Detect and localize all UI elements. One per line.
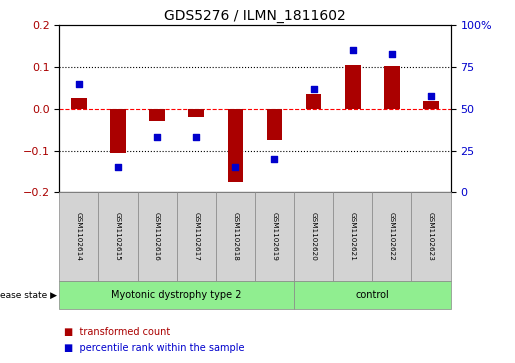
Bar	[423, 101, 439, 109]
Bar	[228, 109, 243, 182]
Point	[349, 48, 357, 53]
Text: GSM1102619: GSM1102619	[271, 212, 278, 261]
Bar	[384, 66, 400, 109]
Text: GSM1102617: GSM1102617	[193, 212, 199, 261]
Bar	[71, 98, 87, 109]
Text: ■  transformed count: ■ transformed count	[64, 327, 170, 337]
Text: Myotonic dystrophy type 2: Myotonic dystrophy type 2	[111, 290, 242, 300]
Bar	[306, 94, 321, 109]
Point	[388, 51, 396, 57]
Point	[231, 164, 239, 170]
Point	[114, 164, 122, 170]
Point	[270, 156, 279, 162]
Text: GSM1102616: GSM1102616	[154, 212, 160, 261]
Point	[153, 134, 161, 140]
Point	[310, 86, 318, 92]
Title: GDS5276 / ILMN_1811602: GDS5276 / ILMN_1811602	[164, 9, 346, 23]
Text: GSM1102620: GSM1102620	[311, 212, 317, 261]
Text: GSM1102623: GSM1102623	[428, 212, 434, 261]
Text: ■  percentile rank within the sample: ■ percentile rank within the sample	[64, 343, 245, 353]
Bar	[345, 65, 360, 109]
Bar	[110, 109, 126, 153]
Text: GSM1102615: GSM1102615	[115, 212, 121, 261]
Bar	[149, 109, 165, 122]
Text: GSM1102622: GSM1102622	[389, 212, 395, 261]
Point	[75, 81, 83, 87]
Text: control: control	[355, 290, 389, 300]
Text: GSM1102618: GSM1102618	[232, 212, 238, 261]
Text: GSM1102621: GSM1102621	[350, 212, 356, 261]
Bar	[188, 109, 204, 117]
Point	[427, 93, 435, 98]
Bar	[267, 109, 282, 140]
Point	[192, 134, 200, 140]
Text: GSM1102614: GSM1102614	[76, 212, 82, 261]
Text: disease state ▶: disease state ▶	[0, 290, 57, 299]
